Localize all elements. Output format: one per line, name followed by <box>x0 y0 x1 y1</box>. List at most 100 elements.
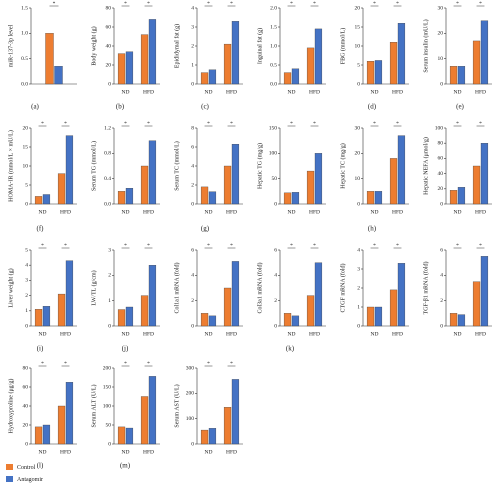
y-tick-label: 0.0 <box>21 81 28 87</box>
panel: 0 100 200 300 Serum AST (U/L) ND * HFD * <box>173 361 243 455</box>
significance-label: * <box>64 361 67 367</box>
bar <box>366 61 375 85</box>
y-tick-label: 10 <box>355 43 361 49</box>
y-tick-label: 5 <box>25 247 28 253</box>
y-tick-label: 2 <box>191 182 194 188</box>
y-tick-label: 10 <box>438 56 444 62</box>
bar <box>480 256 489 327</box>
bar <box>200 186 209 205</box>
y-tick-label: 3 <box>357 266 360 272</box>
y-tick-label: 0 <box>25 201 28 207</box>
bar <box>223 43 232 85</box>
panel-label: (a) <box>31 103 39 111</box>
bar <box>314 28 323 85</box>
bar <box>374 191 383 205</box>
x-tick-label: HFD <box>475 89 486 95</box>
significance-label: * <box>124 361 127 367</box>
bar <box>374 306 383 327</box>
bar <box>125 188 134 205</box>
panel: 0 1 2 3 4 5 Liver weight (g) ND * HFD * <box>7 243 77 337</box>
significance-label: * <box>147 121 150 127</box>
y-tick-label: 3 <box>25 278 28 284</box>
panel-label: (m) <box>120 462 131 470</box>
bar <box>366 191 375 205</box>
y-tick-label: 60 <box>438 156 444 162</box>
y-tick-label: 0 <box>108 441 111 447</box>
bar <box>397 263 406 327</box>
y-tick-label: 20 <box>23 125 29 131</box>
legend-swatch <box>6 476 13 482</box>
y-tick-label: 2 <box>357 285 360 291</box>
y-tick-label: 1 <box>357 304 360 310</box>
y-axis-label: Body weight (g) <box>90 26 97 65</box>
y-tick-label: 20 <box>355 5 361 11</box>
x-tick-label: ND <box>454 331 462 337</box>
bar <box>449 313 458 327</box>
significance-label: * <box>373 243 376 249</box>
y-tick-label: 0 <box>191 201 194 207</box>
bar <box>223 165 232 205</box>
y-tick-label: 2 <box>25 293 28 299</box>
panel: 0 5 10 15 20 HOMA-IR (mmol/L × mU/L) ND * HFD * <box>7 121 77 215</box>
bar <box>457 187 466 205</box>
panel-label: (g) <box>201 225 210 233</box>
y-tick-label: 4 <box>440 273 443 279</box>
y-axis-label: Hepatic TC (mg/g) <box>339 143 346 189</box>
panel-label: (k) <box>286 345 295 353</box>
y-tick-label: 1.2 <box>104 125 111 131</box>
bar <box>314 262 323 327</box>
bar <box>125 306 134 327</box>
y-axis-label: Liver weight (g) <box>7 268 14 307</box>
legend-label: Control <box>17 465 36 471</box>
y-axis-label: Serum AST (U/L) <box>173 384 180 427</box>
significance-label: * <box>290 121 293 127</box>
y-tick-label: 6 <box>440 247 443 253</box>
significance-label: * <box>479 121 482 127</box>
bar <box>117 191 126 205</box>
significance-label: * <box>230 243 233 249</box>
y-tick-label: 4 <box>357 247 360 253</box>
y-tick-label: 3 <box>191 24 194 30</box>
x-tick-label: HFD <box>60 449 71 455</box>
significance-label: * <box>456 121 459 127</box>
y-tick-label: 4 <box>274 273 277 279</box>
significance-label: * <box>147 361 150 367</box>
bar <box>65 382 74 445</box>
x-tick-label: ND <box>39 449 47 455</box>
bar <box>283 313 292 327</box>
bar <box>291 315 300 327</box>
bar <box>472 165 481 205</box>
panel: 0 1 2 3 4 CTGF mRNA (fold) ND * HFD * <box>339 243 409 337</box>
x-tick-label: ND <box>454 209 462 215</box>
panel-label: (b) <box>116 103 125 111</box>
bar <box>480 143 489 205</box>
panel-label: (i) <box>37 345 44 353</box>
y-tick-label: 4 <box>191 163 194 169</box>
y-tick-label: 0.8 <box>104 151 111 157</box>
panel: 0.0 0.5 1.0 1.5 2.0 Inguinal fat (g) ND * HFD * <box>256 1 326 95</box>
x-tick-label: ND <box>122 449 130 455</box>
y-tick-label: 30 <box>438 5 444 11</box>
x-tick-label: ND <box>288 89 296 95</box>
y-tick-label: 60 <box>106 24 112 30</box>
bar <box>480 20 489 85</box>
bar <box>291 192 300 205</box>
significance-label: * <box>479 243 482 249</box>
panel: 0 1 2 3 LW/TL (g/cm) ND * HFD * <box>90 243 160 337</box>
y-tick-label: 2 <box>274 298 277 304</box>
y-tick-label: 4 <box>25 262 28 268</box>
bar <box>57 405 66 445</box>
y-tick-label: 1 <box>191 62 194 68</box>
y-tick-label: 100 <box>269 151 278 157</box>
x-tick-label: ND <box>371 331 379 337</box>
y-axis-label: Hepatic NEFA (μmol/g) <box>422 137 429 195</box>
bar <box>389 158 398 205</box>
significance-label: * <box>313 1 316 7</box>
y-tick-label: 300 <box>186 365 195 371</box>
bar <box>42 424 51 445</box>
significance-label: * <box>207 361 210 367</box>
x-tick-label: HFD <box>309 209 320 215</box>
y-tick-label: 40 <box>23 403 29 409</box>
significance-label: * <box>147 1 150 7</box>
bar <box>231 143 240 205</box>
